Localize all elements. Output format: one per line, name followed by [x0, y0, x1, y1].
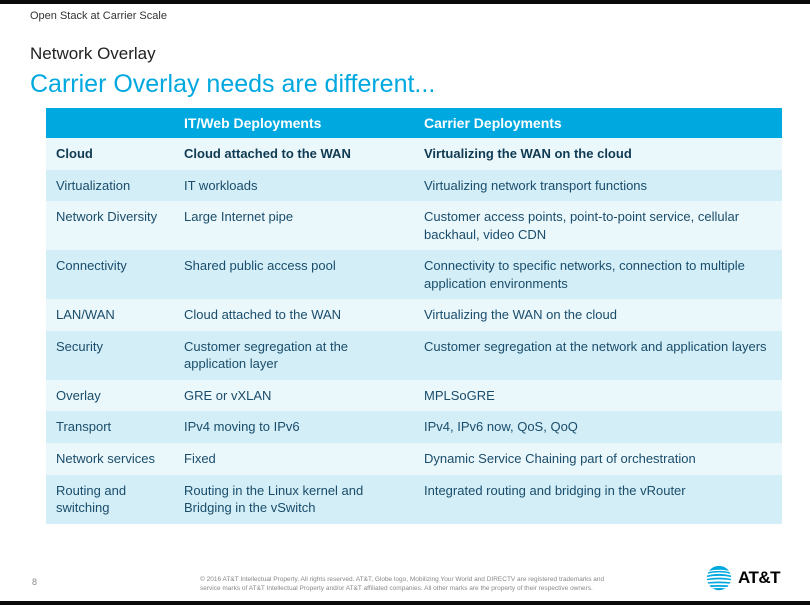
table-cell: LAN/WAN — [46, 299, 174, 331]
globe-icon — [706, 565, 732, 591]
slide-title: Carrier Overlay needs are different... — [30, 70, 435, 99]
footer-copyright: © 2016 AT&T Intellectual Property. All r… — [200, 576, 620, 593]
table-cell: Routing and switching — [46, 475, 174, 524]
table-cell: Customer access points, point-to-point s… — [414, 201, 782, 250]
table-cell: IPv4, IPv6 now, QoS, QoQ — [414, 411, 782, 443]
table-cell: Virtualization — [46, 170, 174, 202]
table-cell: Cloud attached to the WAN — [174, 138, 414, 170]
att-logo: AT&T — [706, 565, 780, 591]
table-cell: Routing in the Linux kernel and Bridging… — [174, 475, 414, 524]
table-row: OverlayGRE or vXLANMPLSoGRE — [46, 380, 782, 412]
table-cell: Security — [46, 331, 174, 380]
page-number: 8 — [32, 577, 37, 587]
table-cell: IPv4 moving to IPv6 — [174, 411, 414, 443]
table-header-row: IT/Web Deployments Carrier Deployments — [46, 108, 782, 138]
top-bar — [0, 0, 810, 4]
bottom-bar — [0, 601, 810, 605]
logo-text: AT&T — [738, 568, 780, 588]
table-cell: Virtualizing network transport functions — [414, 170, 782, 202]
table-cell: Dynamic Service Chaining part of orchest… — [414, 443, 782, 475]
table-cell: MPLSoGRE — [414, 380, 782, 412]
table-row: ConnectivityShared public access poolCon… — [46, 250, 782, 299]
subtitle: Network Overlay — [30, 44, 156, 64]
table-cell: Network Diversity — [46, 201, 174, 250]
table-row: CloudCloud attached to the WANVirtualizi… — [46, 138, 782, 170]
table-cell: Customer segregation at the application … — [174, 331, 414, 380]
table-cell: Overlay — [46, 380, 174, 412]
table-cell: Network services — [46, 443, 174, 475]
table-header-cell: IT/Web Deployments — [174, 108, 414, 138]
table-row: Routing and switchingRouting in the Linu… — [46, 475, 782, 524]
table-row: Network DiversityLarge Internet pipeCust… — [46, 201, 782, 250]
table-cell: Cloud — [46, 138, 174, 170]
header-label: Open Stack at Carrier Scale — [30, 10, 167, 22]
table-cell: Connectivity to specific networks, conne… — [414, 250, 782, 299]
table-cell: Transport — [46, 411, 174, 443]
table-row: Network servicesFixedDynamic Service Cha… — [46, 443, 782, 475]
table-cell: Virtualizing the WAN on the cloud — [414, 299, 782, 331]
table-cell: IT workloads — [174, 170, 414, 202]
table-cell: GRE or vXLAN — [174, 380, 414, 412]
table-row: TransportIPv4 moving to IPv6IPv4, IPv6 n… — [46, 411, 782, 443]
table-cell: Large Internet pipe — [174, 201, 414, 250]
table-cell: Connectivity — [46, 250, 174, 299]
table-row: LAN/WANCloud attached to the WANVirtuali… — [46, 299, 782, 331]
table-cell: Shared public access pool — [174, 250, 414, 299]
table-row: SecurityCustomer segregation at the appl… — [46, 331, 782, 380]
table-row: VirtualizationIT workloadsVirtualizing n… — [46, 170, 782, 202]
table-cell: Cloud attached to the WAN — [174, 299, 414, 331]
comparison-table-container: IT/Web Deployments Carrier Deployments C… — [46, 108, 782, 524]
table-cell: Virtualizing the WAN on the cloud — [414, 138, 782, 170]
comparison-table: IT/Web Deployments Carrier Deployments C… — [46, 108, 782, 524]
table-header-cell — [46, 108, 174, 138]
table-cell: Customer segregation at the network and … — [414, 331, 782, 380]
table-cell: Integrated routing and bridging in the v… — [414, 475, 782, 524]
table-header-cell: Carrier Deployments — [414, 108, 782, 138]
table-cell: Fixed — [174, 443, 414, 475]
